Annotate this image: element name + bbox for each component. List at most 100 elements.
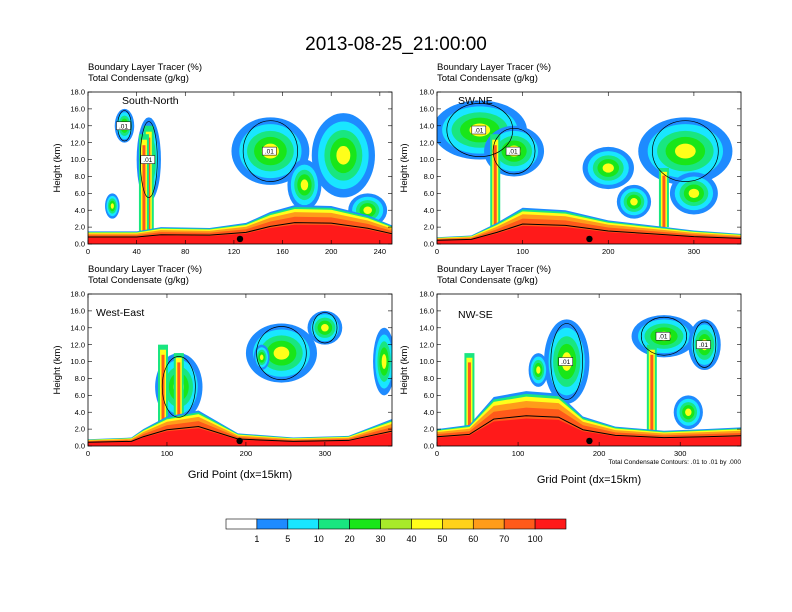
contour-label-box (262, 146, 277, 156)
y-tick-label: 10.0 (70, 155, 85, 164)
contour-label-box (505, 146, 521, 156)
x-tick-label: 0 (86, 247, 90, 256)
y-tick-label: 10.0 (419, 357, 434, 366)
cloud-shading (536, 366, 541, 374)
contour-label: .01 (119, 123, 128, 130)
plot-area: .01 .01 .01 (88, 108, 392, 244)
colorbar-label: 20 (345, 534, 355, 544)
colorbar-label: 60 (468, 534, 478, 544)
panel-header-line1: Boundary Layer Tracer (%) (88, 264, 202, 275)
y-tick-label: 8.0 (75, 374, 85, 383)
x-axis: 0 100 200 300 (435, 92, 700, 256)
colorbar-label: 40 (406, 534, 416, 544)
plot-frame (436, 293, 742, 447)
condensate-contour (652, 120, 719, 182)
contour-footnote: Total Condensate Contours: .01 to .01 by… (608, 459, 741, 466)
condensate-contour (640, 316, 688, 356)
panel-header-line1: Boundary Layer Tracer (%) (437, 264, 551, 275)
contour-label-box (116, 121, 131, 131)
boundary-layer-shading (437, 225, 741, 244)
convective-tower (467, 362, 471, 438)
y-tick-label: 0.0 (75, 442, 85, 451)
contour-label: .01 (143, 157, 152, 164)
condensate-contour (446, 103, 514, 157)
panel-label: South-North (122, 95, 179, 107)
y-tick-label: 6.0 (424, 391, 434, 400)
cloud-shading (300, 179, 309, 191)
y-tick-label: 14.0 (70, 323, 85, 332)
y-tick-label: 10.0 (70, 357, 85, 366)
y-tick-label: 14.0 (419, 323, 434, 332)
cloud-shading (630, 198, 638, 206)
condensate-contour (437, 223, 741, 241)
x-tick-label: 200 (593, 449, 606, 458)
panel-south-north: Boundary Layer Tracer (%) Total Condensa… (52, 62, 393, 256)
x-tick-label: 200 (240, 449, 253, 458)
colorbar-label: 50 (437, 534, 447, 544)
y-axis-label: Height (km) (52, 143, 63, 192)
boundary-layer-shading (88, 428, 392, 446)
x-tick-label: 300 (674, 449, 687, 458)
y-tick-label: 6.0 (75, 189, 85, 198)
cloud-shading (688, 188, 700, 198)
x-tick-label: 0 (435, 247, 439, 256)
location-marker (586, 235, 593, 243)
colorbar-box (411, 518, 443, 530)
colorbar-box (225, 518, 258, 530)
panel-header-line1: Boundary Layer Tracer (%) (88, 62, 202, 73)
condensate-contour (161, 356, 196, 418)
y-tick-label: 8.0 (75, 172, 85, 181)
colorbar-label: 10 (314, 534, 324, 544)
condensate-contour (88, 222, 392, 238)
x-tick-label: 300 (319, 449, 332, 458)
plot-area: .01 .01 (437, 100, 741, 244)
condensate-contour (88, 425, 392, 443)
contour-label: .01 (474, 128, 483, 135)
x-tick-label: 200 (602, 247, 615, 256)
convective-tower (177, 362, 181, 430)
panel-header-line1: Boundary Layer Tracer (%) (437, 62, 551, 73)
x-tick-label: 100 (161, 449, 174, 458)
condensate-contour (692, 321, 717, 368)
y-tick-label: 10.0 (419, 155, 434, 164)
x-tick-label: 100 (512, 449, 525, 458)
colorbar-labels: 1 5 10 20 30 40 50 60 70 100 (254, 534, 542, 544)
colorbar-boxes (225, 518, 567, 530)
y-axis: 0.0 2.0 4.0 6.0 8.0 10.0 12.0 14.0 16.0 18.0 (70, 290, 392, 451)
cloud-shading (602, 163, 614, 173)
y-tick-label: 6.0 (424, 189, 434, 198)
x-tick-label: 40 (132, 247, 140, 256)
x-axis: 0 40 80 120 160 200 240 (86, 92, 386, 256)
y-tick-label: 12.0 (419, 138, 434, 147)
contour-label: .01 (699, 342, 708, 349)
x-axis-label: Grid Point (dx=15km) (188, 469, 292, 481)
location-marker (236, 437, 243, 445)
y-tick-label: 16.0 (419, 104, 434, 113)
cloud-shading (273, 346, 290, 360)
colorbar-label: 100 (528, 534, 543, 544)
y-tick-label: 12.0 (70, 138, 85, 147)
convective-tower (493, 145, 497, 236)
plot-frame (87, 293, 393, 447)
x-tick-label: 300 (688, 247, 701, 256)
y-axis: 0.0 2.0 4.0 6.0 8.0 10.0 12.0 14.0 16.0 18.0 (419, 88, 741, 249)
contour-label-box (696, 340, 711, 349)
plot-frame (436, 91, 742, 245)
x-tick-label: 80 (181, 247, 189, 256)
x-axis: 0 100 200 300 (86, 294, 331, 458)
plot-area: .01 .01 .01 (437, 315, 741, 446)
plot-area (88, 310, 392, 446)
colorbar-label: 5 (285, 534, 290, 544)
panel-nw-se: Boundary Layer Tracer (%) Total Condensa… (399, 264, 742, 486)
x-tick-label: 160 (276, 247, 289, 256)
condensate-contour (550, 323, 583, 400)
condensate-contour (139, 121, 158, 198)
x-axis: 0 100 200 300 (435, 294, 687, 458)
y-tick-label: 2.0 (75, 223, 85, 232)
contour-label-box (655, 331, 671, 341)
y-tick-label: 2.0 (424, 425, 434, 434)
colorbar: 1 5 10 20 30 40 50 60 70 100 (225, 518, 567, 544)
contour-label-box (558, 357, 573, 366)
panel-label: West-East (96, 307, 144, 319)
